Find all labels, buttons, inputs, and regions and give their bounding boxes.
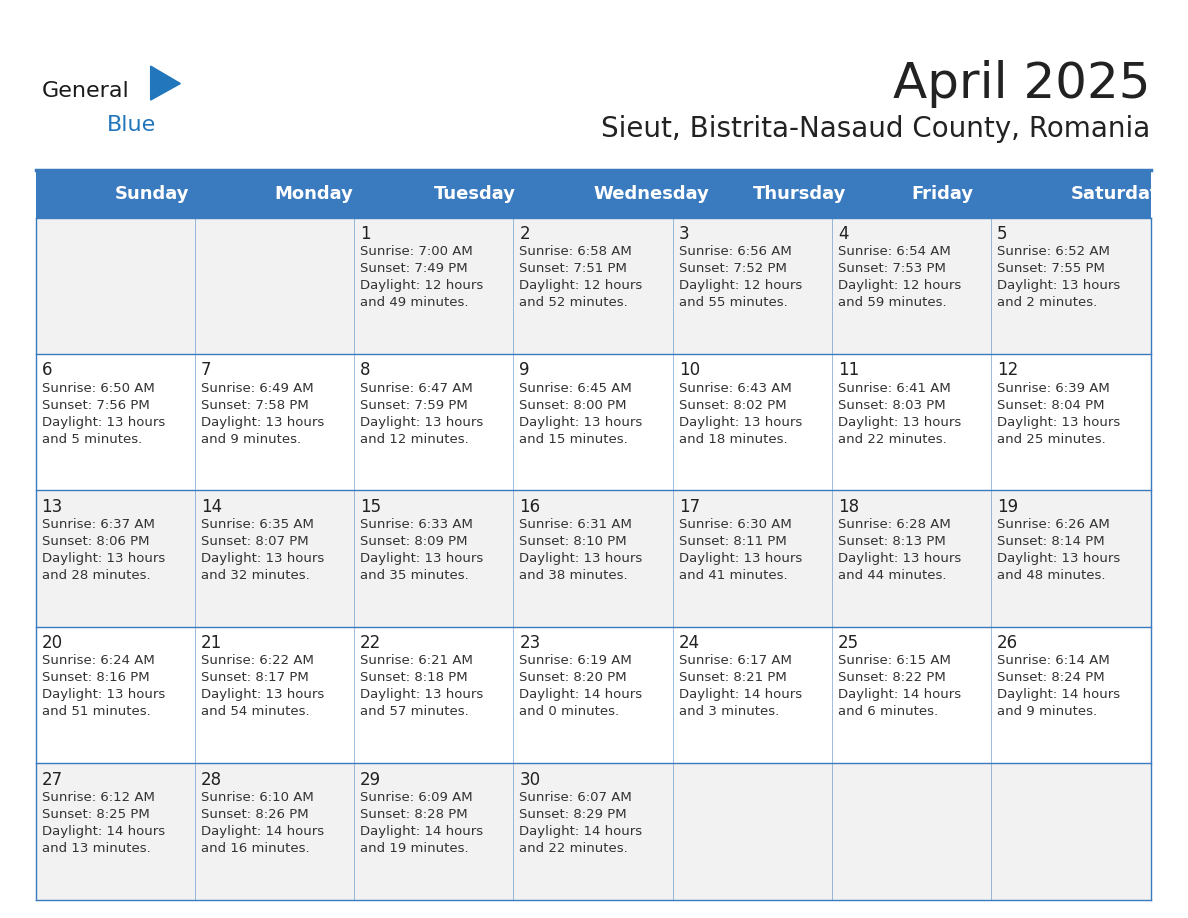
Text: 24: 24 <box>678 634 700 652</box>
Text: Sunrise: 6:17 AM
Sunset: 8:21 PM
Daylight: 14 hours
and 3 minutes.: Sunrise: 6:17 AM Sunset: 8:21 PM Dayligh… <box>678 655 802 719</box>
Text: Sunrise: 6:56 AM
Sunset: 7:52 PM
Daylight: 12 hours
and 55 minutes.: Sunrise: 6:56 AM Sunset: 7:52 PM Dayligh… <box>678 245 802 309</box>
Text: 14: 14 <box>201 498 222 516</box>
Text: Sunrise: 7:00 AM
Sunset: 7:49 PM
Daylight: 12 hours
and 49 minutes.: Sunrise: 7:00 AM Sunset: 7:49 PM Dayligh… <box>360 245 484 309</box>
Text: 21: 21 <box>201 634 222 652</box>
Text: General: General <box>42 81 129 101</box>
Text: Sunrise: 6:10 AM
Sunset: 8:26 PM
Daylight: 14 hours
and 16 minutes.: Sunrise: 6:10 AM Sunset: 8:26 PM Dayligh… <box>201 790 324 855</box>
Text: 9: 9 <box>519 362 530 379</box>
Bar <box>36 170 1151 218</box>
Text: Sunrise: 6:37 AM
Sunset: 8:06 PM
Daylight: 13 hours
and 28 minutes.: Sunrise: 6:37 AM Sunset: 8:06 PM Dayligh… <box>42 518 165 582</box>
Text: 12: 12 <box>997 362 1018 379</box>
Text: Sunrise: 6:49 AM
Sunset: 7:58 PM
Daylight: 13 hours
and 9 minutes.: Sunrise: 6:49 AM Sunset: 7:58 PM Dayligh… <box>201 382 324 445</box>
Text: 30: 30 <box>519 770 541 789</box>
Text: Sunrise: 6:19 AM
Sunset: 8:20 PM
Daylight: 14 hours
and 0 minutes.: Sunrise: 6:19 AM Sunset: 8:20 PM Dayligh… <box>519 655 643 719</box>
Text: Sieut, Bistrita-Nasaud County, Romania: Sieut, Bistrita-Nasaud County, Romania <box>601 115 1151 143</box>
Text: Thursday: Thursday <box>752 185 846 203</box>
Text: 17: 17 <box>678 498 700 516</box>
Text: 11: 11 <box>838 362 859 379</box>
Text: Sunrise: 6:12 AM
Sunset: 8:25 PM
Daylight: 14 hours
and 13 minutes.: Sunrise: 6:12 AM Sunset: 8:25 PM Dayligh… <box>42 790 165 855</box>
Text: Sunrise: 6:31 AM
Sunset: 8:10 PM
Daylight: 13 hours
and 38 minutes.: Sunrise: 6:31 AM Sunset: 8:10 PM Dayligh… <box>519 518 643 582</box>
Bar <box>36 763 1151 900</box>
Text: 1: 1 <box>360 225 371 243</box>
Text: 25: 25 <box>838 634 859 652</box>
Text: 13: 13 <box>42 498 63 516</box>
Text: Sunrise: 6:15 AM
Sunset: 8:22 PM
Daylight: 14 hours
and 6 minutes.: Sunrise: 6:15 AM Sunset: 8:22 PM Dayligh… <box>838 655 961 719</box>
Text: Tuesday: Tuesday <box>434 185 516 203</box>
Text: 6: 6 <box>42 362 52 379</box>
Text: Sunrise: 6:24 AM
Sunset: 8:16 PM
Daylight: 13 hours
and 51 minutes.: Sunrise: 6:24 AM Sunset: 8:16 PM Dayligh… <box>42 655 165 719</box>
Text: Saturday: Saturday <box>1070 185 1162 203</box>
Text: 26: 26 <box>997 634 1018 652</box>
Text: Sunrise: 6:22 AM
Sunset: 8:17 PM
Daylight: 13 hours
and 54 minutes.: Sunrise: 6:22 AM Sunset: 8:17 PM Dayligh… <box>201 655 324 719</box>
Text: Sunrise: 6:14 AM
Sunset: 8:24 PM
Daylight: 14 hours
and 9 minutes.: Sunrise: 6:14 AM Sunset: 8:24 PM Dayligh… <box>997 655 1120 719</box>
Text: Sunrise: 6:54 AM
Sunset: 7:53 PM
Daylight: 12 hours
and 59 minutes.: Sunrise: 6:54 AM Sunset: 7:53 PM Dayligh… <box>838 245 961 309</box>
Text: Monday: Monday <box>274 185 353 203</box>
Text: April 2025: April 2025 <box>893 60 1151 107</box>
Text: Sunrise: 6:41 AM
Sunset: 8:03 PM
Daylight: 13 hours
and 22 minutes.: Sunrise: 6:41 AM Sunset: 8:03 PM Dayligh… <box>838 382 961 445</box>
Text: 5: 5 <box>997 225 1007 243</box>
Text: Sunrise: 6:39 AM
Sunset: 8:04 PM
Daylight: 13 hours
and 25 minutes.: Sunrise: 6:39 AM Sunset: 8:04 PM Dayligh… <box>997 382 1120 445</box>
Text: 7: 7 <box>201 362 211 379</box>
Text: 27: 27 <box>42 770 63 789</box>
Text: Sunrise: 6:35 AM
Sunset: 8:07 PM
Daylight: 13 hours
and 32 minutes.: Sunrise: 6:35 AM Sunset: 8:07 PM Dayligh… <box>201 518 324 582</box>
Bar <box>36 218 1151 354</box>
Text: Sunrise: 6:26 AM
Sunset: 8:14 PM
Daylight: 13 hours
and 48 minutes.: Sunrise: 6:26 AM Sunset: 8:14 PM Dayligh… <box>997 518 1120 582</box>
Text: 10: 10 <box>678 362 700 379</box>
Text: Blue: Blue <box>107 115 156 135</box>
Text: Sunday: Sunday <box>115 185 190 203</box>
Text: Sunrise: 6:07 AM
Sunset: 8:29 PM
Daylight: 14 hours
and 22 minutes.: Sunrise: 6:07 AM Sunset: 8:29 PM Dayligh… <box>519 790 643 855</box>
Text: Sunrise: 6:43 AM
Sunset: 8:02 PM
Daylight: 13 hours
and 18 minutes.: Sunrise: 6:43 AM Sunset: 8:02 PM Dayligh… <box>678 382 802 445</box>
Text: 20: 20 <box>42 634 63 652</box>
Text: Sunrise: 6:30 AM
Sunset: 8:11 PM
Daylight: 13 hours
and 41 minutes.: Sunrise: 6:30 AM Sunset: 8:11 PM Dayligh… <box>678 518 802 582</box>
Text: 2: 2 <box>519 225 530 243</box>
Text: 4: 4 <box>838 225 848 243</box>
Text: Friday: Friday <box>911 185 974 203</box>
Polygon shape <box>151 66 181 100</box>
Bar <box>36 490 1151 627</box>
Text: Sunrise: 6:28 AM
Sunset: 8:13 PM
Daylight: 13 hours
and 44 minutes.: Sunrise: 6:28 AM Sunset: 8:13 PM Dayligh… <box>838 518 961 582</box>
Text: 19: 19 <box>997 498 1018 516</box>
Text: Sunrise: 6:58 AM
Sunset: 7:51 PM
Daylight: 12 hours
and 52 minutes.: Sunrise: 6:58 AM Sunset: 7:51 PM Dayligh… <box>519 245 643 309</box>
Text: 8: 8 <box>360 362 371 379</box>
Text: 15: 15 <box>360 498 381 516</box>
Bar <box>36 354 1151 490</box>
Text: 3: 3 <box>678 225 689 243</box>
Bar <box>36 627 1151 763</box>
Text: Sunrise: 6:45 AM
Sunset: 8:00 PM
Daylight: 13 hours
and 15 minutes.: Sunrise: 6:45 AM Sunset: 8:00 PM Dayligh… <box>519 382 643 445</box>
Text: Wednesday: Wednesday <box>593 185 709 203</box>
Text: 28: 28 <box>201 770 222 789</box>
Text: Sunrise: 6:50 AM
Sunset: 7:56 PM
Daylight: 13 hours
and 5 minutes.: Sunrise: 6:50 AM Sunset: 7:56 PM Dayligh… <box>42 382 165 445</box>
Text: 29: 29 <box>360 770 381 789</box>
Text: Sunrise: 6:52 AM
Sunset: 7:55 PM
Daylight: 13 hours
and 2 minutes.: Sunrise: 6:52 AM Sunset: 7:55 PM Dayligh… <box>997 245 1120 309</box>
Text: Sunrise: 6:47 AM
Sunset: 7:59 PM
Daylight: 13 hours
and 12 minutes.: Sunrise: 6:47 AM Sunset: 7:59 PM Dayligh… <box>360 382 484 445</box>
Text: 16: 16 <box>519 498 541 516</box>
Text: 22: 22 <box>360 634 381 652</box>
Text: Sunrise: 6:33 AM
Sunset: 8:09 PM
Daylight: 13 hours
and 35 minutes.: Sunrise: 6:33 AM Sunset: 8:09 PM Dayligh… <box>360 518 484 582</box>
Text: 18: 18 <box>838 498 859 516</box>
Text: 23: 23 <box>519 634 541 652</box>
Text: Sunrise: 6:21 AM
Sunset: 8:18 PM
Daylight: 13 hours
and 57 minutes.: Sunrise: 6:21 AM Sunset: 8:18 PM Dayligh… <box>360 655 484 719</box>
Text: Sunrise: 6:09 AM
Sunset: 8:28 PM
Daylight: 14 hours
and 19 minutes.: Sunrise: 6:09 AM Sunset: 8:28 PM Dayligh… <box>360 790 484 855</box>
